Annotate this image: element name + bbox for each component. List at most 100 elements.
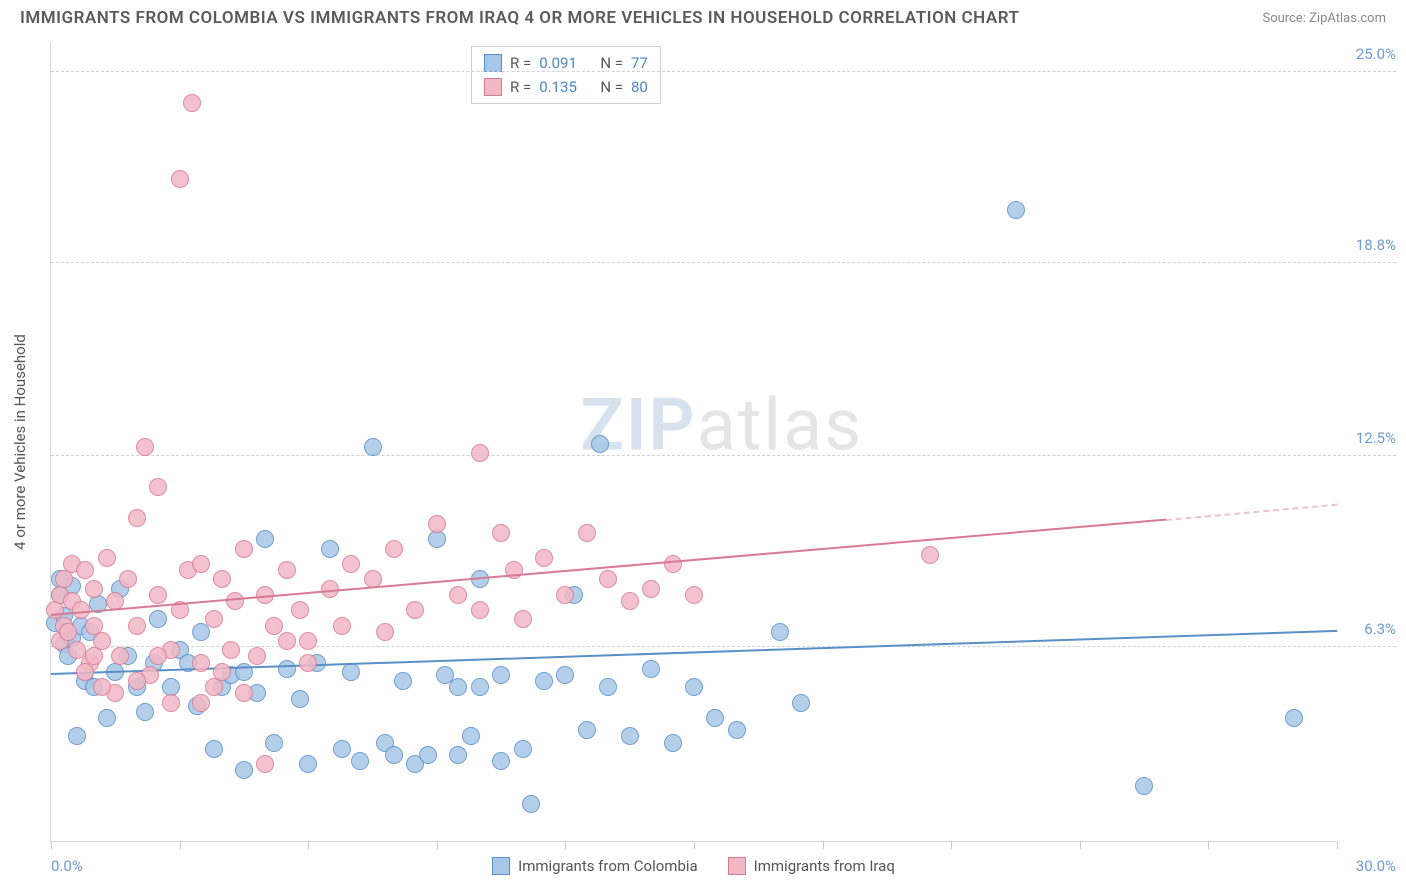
data-point xyxy=(1135,777,1153,795)
data-point xyxy=(278,632,296,650)
data-point xyxy=(76,663,94,681)
legend-item: Immigrants from Colombia xyxy=(492,857,698,875)
data-point xyxy=(149,647,167,665)
x-tick xyxy=(51,841,52,849)
data-point xyxy=(535,549,553,567)
trend-line xyxy=(51,630,1337,675)
data-point xyxy=(556,666,574,684)
y-axis-title: 4 or more Vehicles in Household xyxy=(11,334,29,550)
data-point xyxy=(492,752,510,770)
gridline xyxy=(51,71,1396,72)
x-tick xyxy=(1208,841,1209,849)
data-point xyxy=(471,444,489,462)
data-point xyxy=(706,709,724,727)
data-point xyxy=(728,721,746,739)
data-point xyxy=(222,641,240,659)
data-point xyxy=(205,678,223,696)
data-point xyxy=(85,580,103,598)
data-point xyxy=(299,654,317,672)
data-point xyxy=(205,740,223,758)
data-point xyxy=(248,647,266,665)
y-tick-label: 12.5% xyxy=(1341,429,1396,447)
data-point xyxy=(921,546,939,564)
x-tick xyxy=(951,841,952,849)
data-point xyxy=(364,438,382,456)
data-point xyxy=(492,524,510,542)
data-point xyxy=(471,601,489,619)
data-point xyxy=(664,555,682,573)
x-tick xyxy=(823,841,824,849)
data-point xyxy=(556,586,574,604)
data-point xyxy=(93,678,111,696)
data-point xyxy=(192,555,210,573)
plot-area: ZIPatlas R =0.091 N =77R =0.135 N =80 Im… xyxy=(50,42,1336,842)
data-point xyxy=(642,660,660,678)
data-point xyxy=(428,530,446,548)
data-point xyxy=(333,740,351,758)
data-point xyxy=(278,561,296,579)
data-point xyxy=(128,509,146,527)
x-tick xyxy=(1337,841,1338,849)
x-tick xyxy=(437,841,438,849)
data-point xyxy=(449,586,467,604)
data-point xyxy=(591,435,609,453)
data-point xyxy=(621,727,639,745)
data-point xyxy=(664,734,682,752)
data-point xyxy=(599,570,617,588)
x-min-label: 0.0% xyxy=(51,857,83,875)
data-point xyxy=(278,660,296,678)
data-point xyxy=(192,654,210,672)
y-tick-label: 18.8% xyxy=(1341,236,1396,254)
data-point xyxy=(68,727,86,745)
data-point xyxy=(265,617,283,635)
data-point xyxy=(462,727,480,745)
data-point xyxy=(685,586,703,604)
data-point xyxy=(333,617,351,635)
chart-title: IMMIGRANTS FROM COLOMBIA VS IMMIGRANTS F… xyxy=(20,8,1019,28)
x-max-label: 30.0% xyxy=(1356,857,1396,875)
stat-legend-row: R =0.135 N =80 xyxy=(484,75,648,99)
data-point xyxy=(522,795,540,813)
stats-legend: R =0.091 N =77R =0.135 N =80 xyxy=(471,46,661,104)
x-tick xyxy=(308,841,309,849)
data-point xyxy=(406,601,424,619)
data-point xyxy=(299,632,317,650)
data-point xyxy=(162,694,180,712)
data-point xyxy=(385,540,403,558)
data-point xyxy=(578,721,596,739)
data-point xyxy=(291,690,309,708)
data-point xyxy=(535,672,553,690)
plot-container: 4 or more Vehicles in Household ZIPatlas… xyxy=(50,42,1336,842)
gridline xyxy=(51,455,1396,456)
data-point xyxy=(149,586,167,604)
data-point xyxy=(149,478,167,496)
data-point xyxy=(183,94,201,112)
data-point xyxy=(59,623,77,641)
series-legend: Immigrants from Colombia Immigrants from … xyxy=(51,857,1336,875)
data-point xyxy=(321,540,339,558)
data-point xyxy=(771,623,789,641)
y-tick-label: 6.3% xyxy=(1341,620,1396,638)
data-point xyxy=(235,684,253,702)
data-point xyxy=(342,555,360,573)
data-point xyxy=(98,549,116,567)
data-point xyxy=(376,623,394,641)
data-point xyxy=(621,592,639,610)
data-point xyxy=(792,694,810,712)
data-point xyxy=(128,617,146,635)
data-point xyxy=(136,703,154,721)
legend-item: Immigrants from Iraq xyxy=(728,857,895,875)
x-tick xyxy=(1080,841,1081,849)
source-label: Source: ZipAtlas.com xyxy=(1262,11,1386,26)
data-point xyxy=(111,647,129,665)
data-point xyxy=(171,170,189,188)
data-point xyxy=(578,524,596,542)
data-point xyxy=(514,740,532,758)
data-point xyxy=(226,592,244,610)
data-point xyxy=(291,601,309,619)
data-point xyxy=(394,672,412,690)
trend-line-extrapolated xyxy=(1165,504,1337,521)
data-point xyxy=(76,561,94,579)
data-point xyxy=(1007,201,1025,219)
data-point xyxy=(449,678,467,696)
